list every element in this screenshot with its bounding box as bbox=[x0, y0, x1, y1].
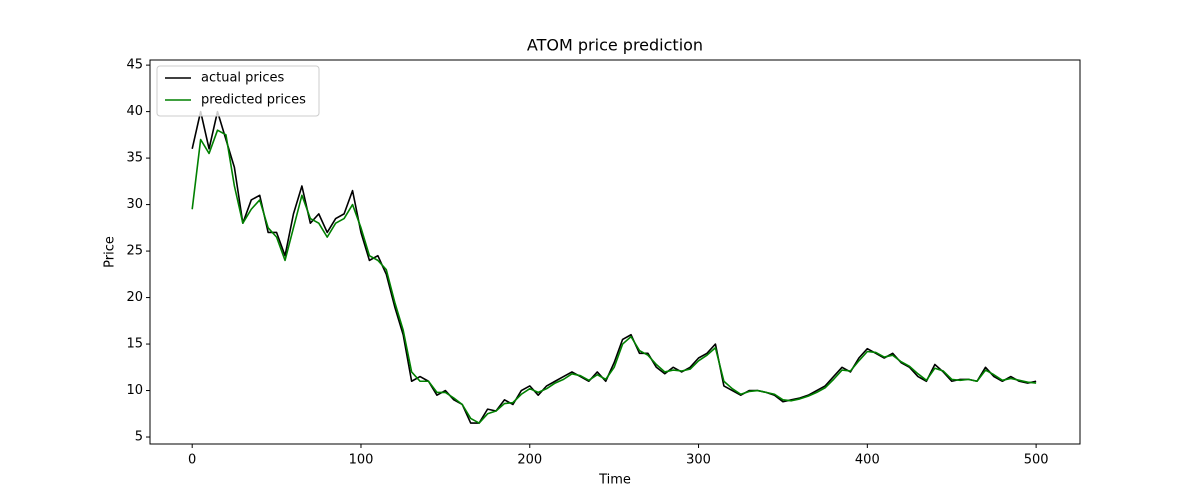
y-tick-label: 20 bbox=[126, 290, 143, 305]
legend-label: predicted prices bbox=[201, 93, 306, 108]
y-tick-label: 30 bbox=[126, 197, 143, 212]
y-tick-label: 25 bbox=[126, 244, 143, 259]
x-tick-label: 100 bbox=[349, 453, 374, 468]
series-line bbox=[191, 110, 1037, 424]
x-tick-label: 500 bbox=[1024, 453, 1049, 468]
legend: actual prices predicted prices bbox=[156, 65, 320, 117]
y-tick-label: 5 bbox=[135, 430, 143, 445]
y-axis-label: Price bbox=[103, 236, 118, 268]
y-tick-label: 45 bbox=[126, 58, 143, 73]
x-tick-label: 200 bbox=[517, 453, 542, 468]
x-axis-label: Time bbox=[598, 473, 631, 488]
chart-title: ATOM price prediction bbox=[527, 36, 703, 55]
y-tick-label: 10 bbox=[126, 383, 143, 398]
x-tick-label: 0 bbox=[188, 453, 196, 468]
y-tick-label: 35 bbox=[126, 151, 143, 166]
x-tick-label: 300 bbox=[686, 453, 711, 468]
legend-label: actual prices bbox=[201, 71, 285, 86]
plot-frame bbox=[149, 59, 1081, 445]
series-line bbox=[191, 129, 1037, 424]
y-tick-label: 15 bbox=[126, 337, 143, 352]
y-tick-label: 40 bbox=[126, 104, 143, 119]
x-tick-label: 400 bbox=[855, 453, 880, 468]
legend-box bbox=[156, 65, 320, 117]
